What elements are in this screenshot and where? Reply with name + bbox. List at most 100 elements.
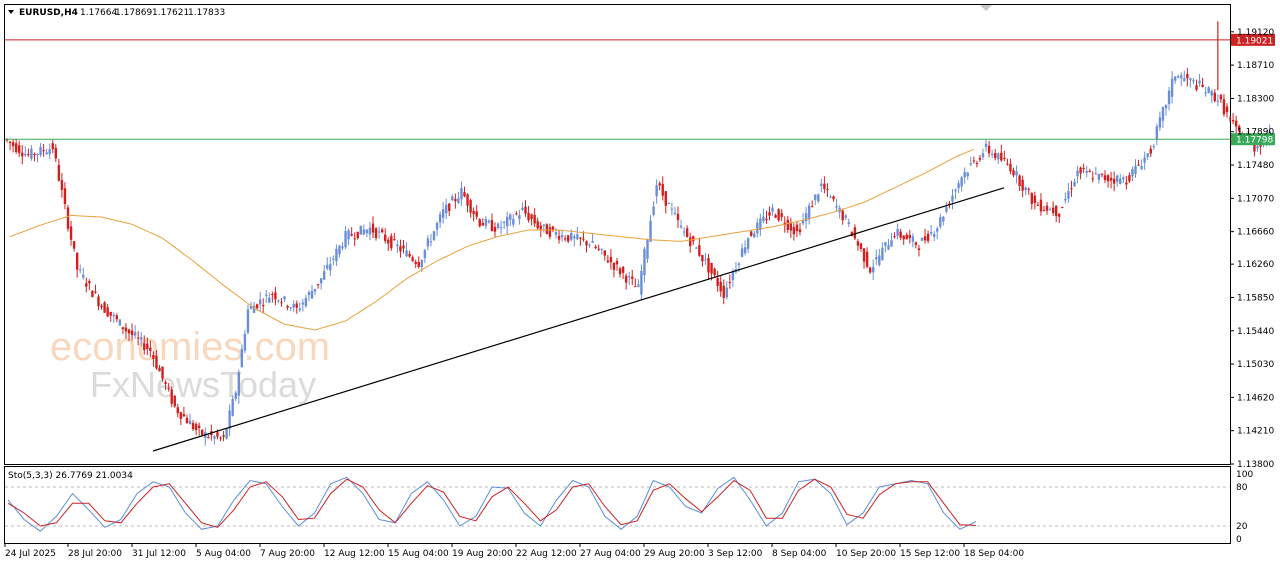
candle-body [710,262,713,274]
candle-body [42,150,45,152]
candle-body [591,241,594,243]
candle-body [457,198,460,203]
candle-body [1231,120,1235,122]
candle-body [975,163,979,165]
candle-body [475,211,478,217]
candle-body [557,235,561,240]
candle-body [396,244,399,247]
candle-body [939,217,942,227]
candle-body [713,268,716,276]
candle-body [265,294,268,296]
candle-body [820,183,823,187]
current-price-price-tag [1231,133,1275,146]
candle-body [621,266,625,273]
candle-body [1006,163,1009,165]
candle-body [984,143,988,147]
chart-title: EURUSD,H4 [19,8,78,18]
candle-body [1207,87,1210,93]
ascending-trendline[interactable] [152,187,1005,452]
candle-body [82,274,85,278]
candle-body [133,332,137,336]
y-tick-label: 1.15030 [1237,360,1274,370]
candle-body [362,229,366,235]
candle-body [274,292,277,300]
candle-body [307,292,311,296]
candle-body [487,220,491,223]
ohlc-open: 1.17664 [80,8,117,18]
candle-body [1119,178,1122,185]
candle-body [255,304,259,309]
candle-body [27,154,30,156]
candle-body [161,366,164,379]
candle-body [1128,175,1131,182]
ohlc-low: 1.17621 [152,8,189,18]
candle-body [527,212,530,221]
candle-body [539,225,542,230]
candle-body [661,184,664,196]
candle-body [1192,80,1195,82]
candle-body [807,205,811,220]
candle-body [48,149,51,155]
candle-body [1094,173,1098,175]
candle-body [323,271,326,280]
candle-body [429,241,433,243]
stoch-title: Sto(5,3,3) 26.7769 21.0034 [8,471,133,481]
candle-body [332,258,335,260]
candle-body [335,249,338,262]
candle-body [1186,74,1189,79]
shift-marker-icon[interactable] [980,5,992,11]
x-tick-label: 10 Sep 20:00 [836,549,896,559]
candle-body [576,234,579,240]
candle-body [588,244,591,246]
candle-body [594,246,597,249]
candle-body [887,245,890,250]
candle-body [859,243,863,249]
candle-body [158,367,161,372]
candle-body [1158,117,1162,128]
candle-body [262,305,265,307]
candle-body [319,278,323,284]
candle-body [115,315,118,320]
candle-body [109,311,112,316]
candle-body [399,246,402,252]
candle-body [484,219,488,226]
candle-body [1097,173,1101,180]
x-tick-label: 22 Aug 12:00 [516,549,577,559]
candle-body [124,327,128,332]
candle-body [957,183,960,189]
candle-body [1039,199,1043,212]
candle-body [865,251,869,267]
candle-body [679,225,683,228]
candle-body [884,242,887,246]
ohlc-high: 1.17869 [115,8,152,18]
y-tick-label: 1.19120 [1237,28,1274,38]
candle-body [75,252,79,270]
candle-body [182,414,186,417]
candle-body [618,268,622,275]
candle-body [353,238,356,240]
candle-body [380,229,384,233]
candle-body [51,143,54,150]
y-tick-label: 1.17070 [1237,194,1274,204]
candle-body [1253,143,1256,152]
candle-body [1021,179,1024,191]
candle-body [350,234,353,236]
candle-body [502,221,506,223]
candle-body [972,160,976,162]
collapse-arrow-icon[interactable] [8,10,14,14]
candle-body [1137,164,1140,166]
candle-body [1122,177,1125,180]
candle-body [304,298,308,307]
candle-body [94,291,97,293]
candle-body [567,235,570,242]
candle-body [518,215,521,219]
candle-body [652,206,655,215]
candle-body [850,231,854,236]
candle-body [356,231,359,239]
candle-body [823,183,826,189]
candle-body [441,209,445,218]
candle-body [295,303,298,308]
x-tick-label: 8 Sep 04:00 [772,549,827,559]
candle-body [402,245,405,249]
